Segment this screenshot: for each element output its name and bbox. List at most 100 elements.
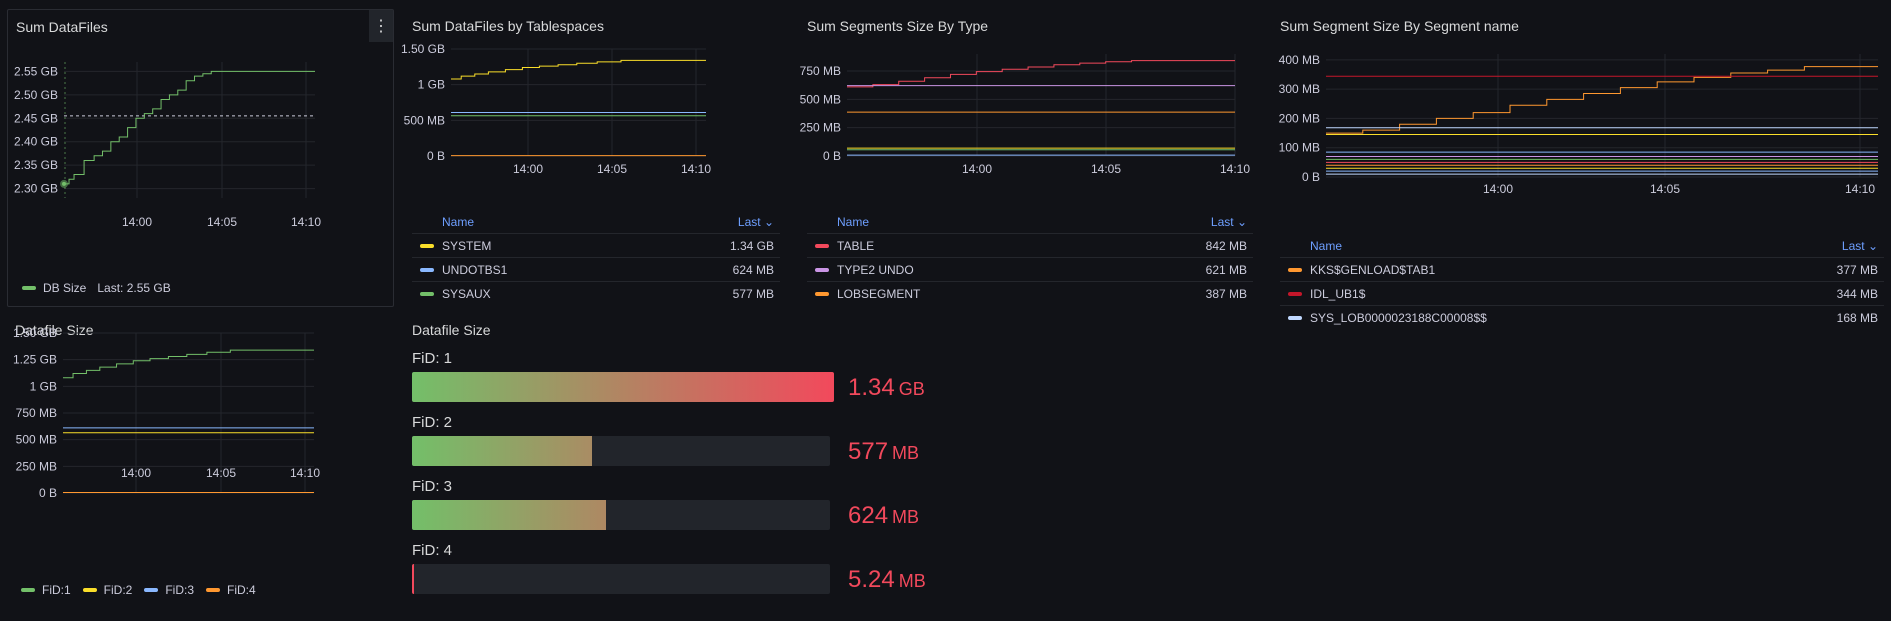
legend-series-name: SYSAUX [420, 287, 733, 301]
gauge-label: FiD: 3 [412, 478, 453, 495]
y-tick-label: 1.50 GB [13, 326, 57, 340]
gauge-value: 624 MB [848, 502, 920, 529]
legend-series-name: SYSTEM [420, 239, 730, 253]
gauge-track [412, 500, 830, 530]
column-header-last[interactable]: Last ⌄ [737, 215, 774, 229]
legend-swatch [22, 286, 36, 290]
x-tick-label: 14:00 [1483, 182, 1513, 196]
gauge-label: FiD: 1 [412, 350, 453, 367]
legend-table-header: Name Last ⌄ [807, 211, 1253, 233]
legend-label: FiD:1 [42, 583, 71, 597]
legend-row[interactable]: UNDOTBS1 624 MB [412, 257, 780, 281]
legend-row[interactable]: TABLE 842 MB [807, 233, 1253, 257]
chart-segments-type[interactable]: 0 B 250 MB 500 MB 750 MB 14:00 14:05 14:10 [799, 9, 1253, 209]
chart-tablespaces[interactable]: 0 B 500 MB 1 GB 1.50 GB 14:00 14:05 14:10 [401, 9, 780, 209]
y-tick-label: 500 MB [16, 433, 57, 447]
legend-label: FiD:3 [165, 583, 195, 597]
legend-last-value: Last: 2.55 GB [97, 281, 171, 295]
legend-item-db-size[interactable]: DB Size Last: 2.55 GB [22, 281, 171, 295]
column-header-last[interactable]: Last ⌄ [1841, 239, 1878, 253]
legend-label: FiD:4 [227, 583, 256, 597]
gauge-track [412, 564, 830, 594]
legend-item[interactable]: FiD:1 [21, 583, 71, 597]
legend-series-name: KKS$GENLOAD$TAB1 [1288, 263, 1837, 277]
panel-menu-icon[interactable]: ⋮ [369, 10, 393, 42]
y-tick-label: 250 MB [800, 121, 841, 135]
plot-area: 0 B 100 MB 200 MB 300 MB 400 MB 14:00 14:05 14:… [1279, 53, 1878, 196]
chart-sum-datafiles[interactable]: 2.30 GB 2.35 GB 2.40 GB 2.45 GB 2.50 GB 2.55 … [8, 10, 395, 308]
panel-title: Sum DataFiles [16, 19, 108, 35]
legend-series-value: 842 MB [1205, 238, 1247, 253]
plot-area: 0 B 250 MB 500 MB 750 MB 14:00 14:05 14:10 [800, 54, 1250, 176]
legend-swatch [420, 267, 434, 272]
legend-row[interactable]: LOBSEGMENT 387 MB [807, 281, 1253, 305]
x-tick-label: 14:05 [597, 162, 627, 176]
legend-series-value: 1.34 GB [729, 238, 774, 253]
column-header-name[interactable]: Name [1310, 239, 1343, 253]
panel-segments-type: Sum Segments Size By Type 0 B 250 MB 500 M… [799, 9, 1253, 307]
legend-item[interactable]: FiD:2 [82, 583, 133, 597]
legend-series-value: 387 MB [1205, 286, 1247, 301]
gauge-fill [412, 564, 415, 594]
panel-datafile-size-gauge: Datafile Size FiD: 1 1.34 GB FiD: 2 577 MB FiD… [404, 313, 964, 613]
legend-series-value: 377 MB [1836, 262, 1878, 277]
legend-row[interactable]: SYS_LOB0000023188C00008$$ 168 MB [1280, 305, 1884, 329]
plot-area: 0 B 250 MB 500 MB 750 MB 1 GB 1.25 GB 1.50 GB 1… [13, 326, 320, 500]
x-tick-label: 14:00 [513, 162, 543, 176]
legend-item[interactable]: FiD:3 [144, 583, 194, 597]
column-header-name[interactable]: Name [442, 215, 475, 229]
y-tick-label: 0 B [427, 149, 445, 163]
column-header-last[interactable]: Last ⌄ [1210, 215, 1247, 229]
x-tick-label: 14:10 [291, 215, 321, 229]
legend-row[interactable]: TYPE2 UNDO 621 MB [807, 257, 1253, 281]
legend-table-header: Name Last ⌄ [1280, 235, 1884, 257]
y-tick-label: 2.50 GB [14, 88, 58, 102]
panel-tablespaces: Sum DataFiles by Tablespaces 0 B 500 MB 1 … [401, 9, 780, 307]
panel-title: Sum Segments Size By Type [807, 18, 989, 34]
legend-swatch [420, 291, 434, 296]
x-tick-label: 14:10 [1845, 182, 1875, 196]
legend-swatch [206, 588, 221, 592]
legend-item[interactable]: FiD:4 [206, 583, 256, 597]
legend-series-value: 621 MB [1205, 262, 1247, 277]
legend-row[interactable]: SYSAUX 577 MB [412, 281, 780, 305]
x-tick-label: 14:00 [122, 215, 152, 229]
gauge-label: FiD: 4 [412, 542, 453, 559]
series-line [847, 60, 1235, 88]
legend-swatch [21, 588, 35, 592]
y-tick-label: 300 MB [1279, 82, 1320, 96]
panel-sum-datafiles: Sum DataFiles ⋮ 2.30 GB 2.35 GB 2.40 GB 2.4… [7, 9, 394, 307]
x-tick-label: 14:05 [1650, 182, 1680, 196]
y-tick-label: 2.55 GB [14, 64, 58, 78]
legend-swatch [1288, 315, 1302, 320]
chart-datafile-size[interactable]: 0 B 250 MB 500 MB 750 MB 1 GB 1.25 GB 1.50 GB 1… [7, 313, 394, 583]
chart-segments-name[interactable]: 0 B 100 MB 200 MB 300 MB 400 MB 14:00 14:05 14:… [1272, 9, 1884, 237]
panel-title: Datafile Size [15, 322, 94, 338]
legend-table: Name Last ⌄ TABLE 842 MB TYPE2 UNDO 621 MB LOB… [807, 211, 1253, 305]
legend-series-name: SYS_LOB0000023188C00008$$ [1288, 311, 1837, 325]
y-tick-label: 100 MB [1279, 141, 1320, 155]
y-tick-label: 750 MB [800, 64, 841, 78]
legend: DB Size Last: 2.55 GB [22, 281, 171, 295]
legend-label: FiD:2 [103, 583, 133, 597]
x-tick-label: 14:05 [207, 215, 237, 229]
y-tick-label: 2.40 GB [14, 135, 58, 149]
column-header-name[interactable]: Name [837, 215, 870, 229]
legend-row[interactable]: KKS$GENLOAD$TAB1 377 MB [1280, 257, 1884, 281]
y-tick-label: 1 GB [30, 379, 57, 393]
y-tick-label: 1.25 GB [13, 353, 57, 367]
panel-datafile-size-graph: Datafile Size 0 B 250 MB 500 MB 750 MB 1 GB 1… [7, 313, 394, 613]
x-tick-label: 14:05 [206, 466, 236, 480]
series-line [63, 349, 314, 379]
panel-segments-name: Sum Segment Size By Segment name 0 B 100 … [1272, 9, 1884, 339]
y-tick-label: 500 MB [800, 92, 841, 106]
legend-swatch [1288, 291, 1302, 296]
y-tick-label: 200 MB [1279, 111, 1320, 125]
legend-row[interactable]: SYSTEM 1.34 GB [412, 233, 780, 257]
y-tick-label: 2.45 GB [14, 111, 58, 125]
gauge-fill [412, 436, 592, 466]
legend-row[interactable]: IDL_UB1$ 344 MB [1280, 281, 1884, 305]
y-tick-label: 1.50 GB [401, 42, 445, 56]
plot-area: 2.30 GB 2.35 GB 2.40 GB 2.45 GB 2.50 GB 2.55 … [14, 62, 321, 229]
y-tick-label: 2.30 GB [14, 182, 58, 196]
